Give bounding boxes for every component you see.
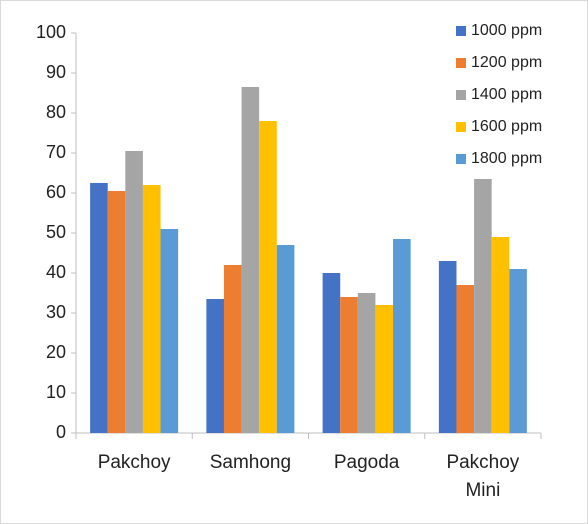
bar bbox=[276, 245, 295, 433]
legend-swatch bbox=[456, 58, 466, 68]
y-tick-label: 80 bbox=[46, 102, 66, 122]
bar bbox=[375, 305, 394, 433]
legend-label: 1800 ppm bbox=[471, 150, 542, 167]
y-tick-label: 70 bbox=[46, 142, 66, 162]
legend-label: 1000 ppm bbox=[471, 22, 542, 39]
y-tick-label: 30 bbox=[46, 302, 66, 322]
bar bbox=[474, 179, 492, 433]
bar bbox=[125, 151, 143, 433]
bar bbox=[223, 265, 242, 433]
bar bbox=[107, 191, 126, 433]
y-tick-label: 40 bbox=[46, 262, 66, 282]
bar bbox=[357, 293, 376, 433]
bar bbox=[438, 261, 457, 433]
bar bbox=[393, 239, 411, 433]
bar bbox=[322, 273, 341, 433]
y-tick-label: 50 bbox=[46, 222, 66, 242]
legend-label: 1600 ppm bbox=[471, 118, 542, 135]
bar bbox=[509, 269, 527, 433]
bar bbox=[206, 299, 224, 433]
legend-swatch bbox=[456, 26, 466, 36]
bar bbox=[241, 87, 260, 433]
bar bbox=[160, 229, 179, 433]
x-tick-label: Samhong bbox=[209, 452, 292, 473]
y-tick-label: 20 bbox=[46, 342, 66, 362]
legend-swatch bbox=[456, 90, 466, 100]
bar bbox=[456, 285, 475, 433]
bar bbox=[340, 297, 358, 433]
x-tick-label: Pagoda bbox=[333, 452, 400, 473]
y-tick-label: 60 bbox=[46, 182, 66, 202]
bar bbox=[259, 121, 277, 433]
y-tick-label: 10 bbox=[46, 382, 66, 402]
bar bbox=[90, 183, 108, 433]
x-tick-label: Pakchoy Mini bbox=[446, 452, 520, 501]
legend-swatch bbox=[456, 122, 466, 132]
y-tick-label: 100 bbox=[36, 22, 66, 42]
bar bbox=[491, 237, 510, 433]
y-tick-label: 0 bbox=[56, 422, 66, 442]
legend-label: 1200 ppm bbox=[471, 54, 542, 71]
y-tick-label: 90 bbox=[46, 62, 66, 82]
legend-label: 1400 ppm bbox=[471, 86, 542, 103]
legend-swatch bbox=[456, 154, 466, 164]
bar bbox=[142, 185, 161, 433]
x-tick-label: Pakchoy bbox=[97, 452, 171, 473]
